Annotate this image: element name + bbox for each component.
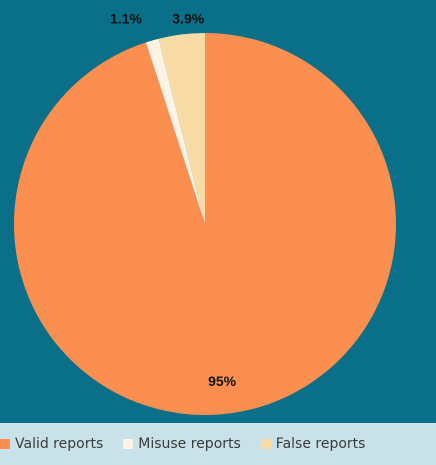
legend-item-false-reports: False reports: [260, 436, 366, 452]
legend-item-misuse-reports: Misuse reports: [123, 436, 241, 452]
legend-label-valid-reports: Valid reports: [15, 436, 104, 452]
legend-swatch-misuse-reports: [123, 439, 134, 449]
legend-label-false-reports: False reports: [275, 436, 366, 452]
legend-label-misuse-reports: Misuse reports: [138, 436, 241, 452]
data-label-misuse-reports: 1.1%: [110, 11, 142, 27]
pie-slice-false-reports: [158, 33, 205, 224]
pie-slices: [13, 33, 396, 415]
pie-slice-misuse-reports: [145, 38, 205, 225]
legend-item-valid-reports: Valid reports: [0, 436, 103, 452]
legend-swatch-valid-reports: [0, 439, 10, 449]
chart-area: 95% 1.1% 3.9%: [0, 0, 436, 423]
legend: Valid reports Misuse reports False reports: [0, 423, 436, 465]
pie-chart: 95% 1.1% 3.9%: [13, 11, 396, 415]
data-label-false-reports: 3.9%: [172, 11, 204, 27]
pie-data-labels: 95% 1.1% 3.9%: [110, 11, 237, 389]
legend-swatch-false-reports: [260, 439, 271, 449]
data-label-valid-reports: 95%: [208, 373, 237, 389]
